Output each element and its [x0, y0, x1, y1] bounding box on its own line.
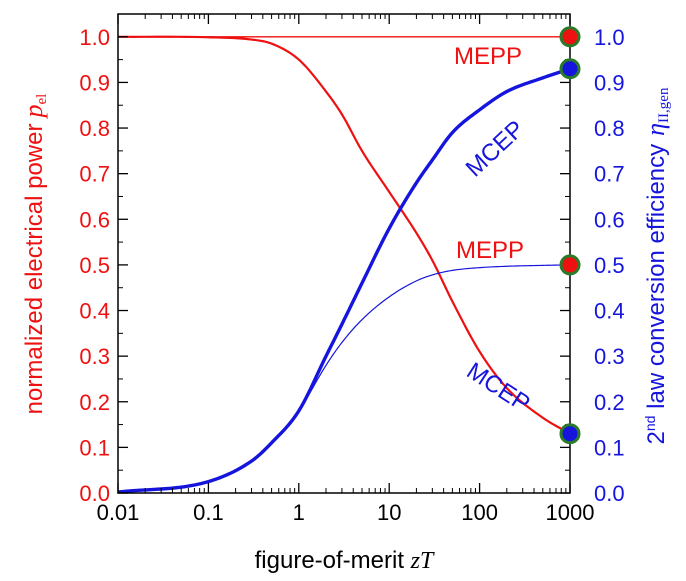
right-y-tick-label: 0.0 — [594, 481, 625, 506]
right-y-tick-label: 0.2 — [594, 390, 625, 415]
right-y-axis-label: 2nd law conversion efficiencyηII,gen — [641, 87, 672, 444]
annotation-mepp-mid: MEPP — [456, 237, 524, 264]
right-y-tick-label: 0.4 — [594, 299, 625, 324]
left-y-tick-label: 0.2 — [79, 390, 110, 415]
right-y-tick-label: 0.1 — [594, 435, 625, 460]
left-y-axis-label: normalized electrical powerpel — [19, 94, 50, 415]
right-y-tick-label: 0.5 — [594, 253, 625, 278]
left-y-tick-label: 0.6 — [79, 207, 110, 232]
annotation-mcep-bottom: MCEP — [462, 357, 535, 417]
endpoint-markers — [559, 26, 581, 445]
left-y-tick-label: 0.8 — [79, 116, 110, 141]
left-y-tick-label: 1.0 — [79, 25, 110, 50]
left-y-axis: 0.0 0.1 0.2 0.3 0.4 0.5 0.6 0.7 0.8 0.9 1.0 — [79, 25, 128, 506]
left-y-tick-label: 0.5 — [79, 253, 110, 278]
power-curve-mcep — [117, 35, 571, 435]
x-tick-label: 1 — [293, 500, 305, 525]
endpoint-marker — [559, 26, 581, 48]
right-y-tick-label: 0.8 — [594, 116, 625, 141]
x-axis-label: figure-of-merit zT — [255, 547, 435, 574]
left-y-tick-label: 0.3 — [79, 344, 110, 369]
right-y-tick-label: 0.9 — [594, 70, 625, 95]
right-y-tick-label: 0.6 — [594, 207, 625, 232]
endpoint-marker — [559, 423, 581, 445]
right-y-tick-label: 0.7 — [594, 162, 625, 187]
x-axis: 0.01 0.1 1 10 100 1000 — [97, 14, 595, 525]
right-y-tick-label: 0.3 — [594, 344, 625, 369]
left-y-tick-label: 0.7 — [79, 162, 110, 187]
x-tick-label: 100 — [461, 500, 498, 525]
x-tick-label: 0.01 — [97, 500, 140, 525]
left-y-tick-label: 0.0 — [79, 481, 110, 506]
endpoint-marker — [559, 58, 581, 80]
endpoint-marker — [559, 254, 581, 276]
annotation-mepp-top: MEPP — [454, 43, 522, 70]
curves-layer — [117, 35, 571, 494]
x-tick-label: 1000 — [546, 500, 595, 525]
right-y-axis: 0.0 0.1 0.2 0.3 0.4 0.5 0.6 0.7 0.8 0.9 1.0 — [560, 25, 625, 506]
efficiency-curve-mepp — [117, 264, 571, 493]
left-y-tick-label: 0.1 — [79, 435, 110, 460]
right-y-tick-label: 1.0 — [594, 25, 625, 50]
annotation-mcep-top: MCEP — [461, 115, 530, 182]
plot-frame — [117, 13, 571, 494]
left-y-tick-label: 0.4 — [79, 299, 110, 324]
x-tick-label: 0.1 — [193, 500, 224, 525]
left-y-tick-label: 0.9 — [79, 70, 110, 95]
x-tick-label: 10 — [377, 500, 401, 525]
